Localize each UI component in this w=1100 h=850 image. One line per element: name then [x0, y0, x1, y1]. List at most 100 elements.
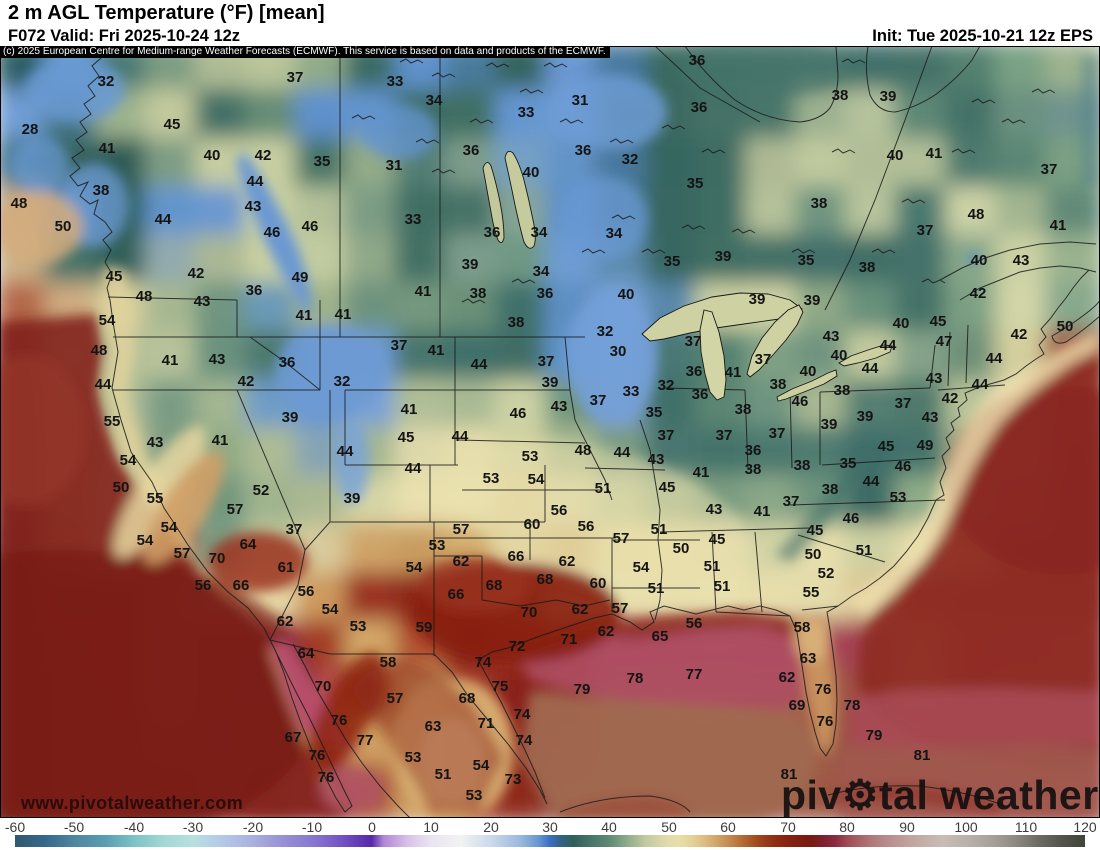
svg-text:44: 44: [972, 376, 989, 393]
svg-text:43: 43: [245, 198, 262, 215]
svg-text:36: 36: [484, 224, 501, 241]
svg-text:32: 32: [658, 377, 675, 394]
svg-text:41: 41: [1050, 217, 1067, 234]
svg-text:58: 58: [794, 619, 811, 636]
svg-text:39: 39: [880, 88, 897, 105]
svg-text:42: 42: [942, 390, 959, 407]
svg-text:62: 62: [572, 601, 589, 618]
svg-text:46: 46: [510, 405, 527, 422]
svg-text:39: 39: [462, 256, 479, 273]
svg-text:70: 70: [315, 678, 332, 695]
svg-text:78: 78: [627, 670, 644, 687]
svg-text:40: 40: [204, 147, 221, 164]
svg-text:54: 54: [473, 757, 490, 774]
svg-text:53: 53: [890, 489, 907, 506]
svg-text:31: 31: [572, 92, 589, 109]
svg-text:30: 30: [610, 343, 627, 360]
svg-text:62: 62: [779, 669, 796, 686]
svg-text:40: 40: [887, 147, 904, 164]
svg-text:37: 37: [769, 425, 786, 442]
svg-text:37: 37: [286, 521, 303, 538]
svg-text:51: 51: [856, 542, 873, 559]
svg-text:57: 57: [453, 521, 470, 538]
svg-text:77: 77: [686, 666, 703, 683]
svg-text:45: 45: [807, 522, 824, 539]
svg-text:41: 41: [725, 364, 742, 381]
svg-text:33: 33: [387, 73, 404, 90]
svg-text:39: 39: [804, 292, 821, 309]
svg-text:37: 37: [391, 337, 408, 354]
svg-text:49: 49: [292, 269, 309, 286]
svg-text:62: 62: [598, 623, 615, 640]
svg-text:59: 59: [416, 619, 433, 636]
svg-text:72: 72: [509, 638, 526, 655]
svg-text:37: 37: [287, 69, 304, 86]
svg-text:44: 44: [863, 473, 880, 490]
svg-text:40: 40: [893, 315, 910, 332]
svg-text:38: 38: [794, 457, 811, 474]
svg-text:32: 32: [622, 151, 639, 168]
svg-text:43: 43: [1013, 252, 1030, 269]
svg-text:42: 42: [970, 285, 987, 302]
svg-text:42: 42: [1011, 326, 1028, 343]
svg-text:56: 56: [195, 577, 212, 594]
svg-text:76: 76: [309, 747, 326, 764]
svg-text:41: 41: [99, 140, 116, 157]
svg-text:57: 57: [227, 501, 244, 518]
svg-text:61: 61: [278, 559, 295, 576]
svg-text:44: 44: [986, 350, 1003, 367]
svg-text:44: 44: [452, 428, 469, 445]
svg-text:50: 50: [673, 540, 690, 557]
svg-text:66: 66: [508, 548, 525, 565]
svg-text:41: 41: [428, 342, 445, 359]
svg-text:40: 40: [618, 286, 635, 303]
svg-text:60: 60: [590, 575, 607, 592]
svg-text:46: 46: [792, 393, 809, 410]
svg-text:44: 44: [614, 444, 631, 461]
svg-text:45: 45: [659, 479, 676, 496]
svg-text:55: 55: [803, 584, 820, 601]
svg-text:34: 34: [606, 225, 623, 242]
svg-text:52: 52: [253, 482, 270, 499]
svg-text:35: 35: [314, 153, 331, 170]
svg-text:44: 44: [95, 376, 112, 393]
svg-text:70: 70: [521, 604, 538, 621]
svg-text:64: 64: [240, 536, 257, 553]
svg-text:60: 60: [524, 516, 541, 533]
svg-text:36: 36: [745, 442, 762, 459]
svg-text:35: 35: [646, 404, 663, 421]
svg-text:48: 48: [575, 442, 592, 459]
svg-text:39: 39: [749, 291, 766, 308]
svg-text:45: 45: [709, 531, 726, 548]
svg-text:50: 50: [1057, 318, 1074, 335]
svg-text:69: 69: [789, 697, 806, 714]
svg-text:64: 64: [298, 645, 315, 662]
svg-text:81: 81: [781, 766, 798, 783]
svg-text:76: 76: [331, 712, 348, 729]
svg-text:35: 35: [840, 455, 857, 472]
svg-text:45: 45: [106, 268, 123, 285]
svg-text:34: 34: [426, 92, 443, 109]
svg-text:81: 81: [914, 747, 931, 764]
svg-text:62: 62: [453, 553, 470, 570]
svg-text:62: 62: [277, 613, 294, 630]
svg-text:44: 44: [880, 337, 897, 354]
svg-text:43: 43: [706, 501, 723, 518]
svg-text:38: 38: [745, 461, 762, 478]
svg-text:46: 46: [843, 510, 860, 527]
svg-text:56: 56: [551, 502, 568, 519]
svg-text:38: 38: [735, 401, 752, 418]
svg-text:39: 39: [857, 408, 874, 425]
svg-text:37: 37: [658, 427, 675, 444]
svg-text:48: 48: [136, 288, 153, 305]
svg-text:71: 71: [478, 715, 495, 732]
svg-text:76: 76: [815, 681, 832, 698]
svg-text:45: 45: [398, 429, 415, 446]
svg-text:41: 41: [926, 145, 943, 162]
svg-text:37: 37: [1041, 161, 1058, 178]
svg-text:37: 37: [783, 493, 800, 510]
svg-text:41: 41: [296, 307, 313, 324]
svg-text:37: 37: [685, 333, 702, 350]
svg-text:39: 39: [344, 490, 361, 507]
svg-text:44: 44: [247, 173, 264, 190]
